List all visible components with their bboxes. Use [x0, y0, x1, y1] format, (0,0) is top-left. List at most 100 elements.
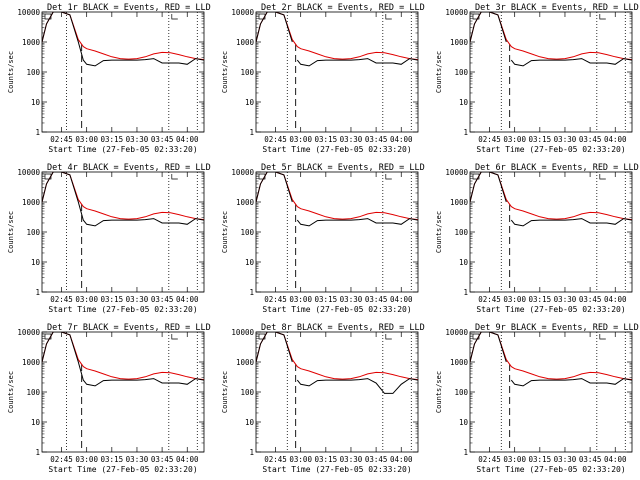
events-series-line	[42, 12, 204, 67]
x-tick-label: 02:45	[264, 135, 287, 144]
y-tick-label: 10	[459, 258, 469, 267]
x-tick-label: 03:15	[101, 135, 124, 144]
y-axis-label: Counts/sec	[221, 371, 229, 413]
attenuator-marker	[171, 334, 178, 340]
panel-det-3: Det 3r BLACK = Events, RED = LLD 1 10 100 10…	[435, 3, 639, 154]
y-tick-label: 1	[463, 288, 468, 297]
x-tick-label: 02:45	[478, 135, 501, 144]
y-tick-label: 1	[463, 128, 468, 137]
x-tick-label: 03:30	[340, 135, 363, 144]
attenuator-marker	[599, 174, 606, 180]
y-tick-label: 100	[240, 388, 254, 397]
y-tick-label: 10000	[445, 168, 468, 177]
y-tick-label: 10000	[17, 168, 40, 177]
x-tick-label: 02:45	[264, 455, 287, 464]
x-axis-label: Start Time (27-Feb-05 02:33:20)	[476, 145, 625, 154]
panel-det-5: Det 5r BLACK = Events, RED = LLD 1 10 100 10…	[221, 163, 425, 314]
x-axis-label: Start Time (27-Feb-05 02:33:20)	[262, 305, 411, 314]
x-tick-label: 03:15	[315, 135, 338, 144]
attenuator-marker	[385, 14, 392, 20]
x-tick-label: 02:45	[50, 455, 73, 464]
panel-title: Det 4r BLACK = Events, RED = LLD	[47, 163, 211, 173]
y-tick-label: 1	[35, 128, 40, 137]
panel-title: Det 9r BLACK = Events, RED = LLD	[475, 323, 639, 333]
y-tick-label: 10	[245, 258, 255, 267]
x-tick-label: 03:45	[579, 455, 602, 464]
y-tick-label: 10	[31, 258, 41, 267]
x-tick-label: 03:00	[75, 135, 98, 144]
x-tick-label: 02:45	[478, 455, 501, 464]
x-tick-label: 03:15	[101, 295, 124, 304]
y-axis-label: Counts/sec	[435, 51, 443, 93]
y-tick-label: 100	[240, 68, 254, 77]
attenuator-marker	[385, 174, 392, 180]
y-axis-label: Counts/sec	[221, 211, 229, 253]
x-tick-label: 03:00	[75, 295, 98, 304]
x-tick-label: 03:30	[554, 135, 577, 144]
x-tick-label: 03:45	[365, 295, 388, 304]
x-tick-label: 03:30	[554, 295, 577, 304]
panel-det-6: Det 6r BLACK = Events, RED = LLD 1 10 100 10…	[435, 163, 639, 314]
y-tick-label: 100	[26, 388, 40, 397]
y-tick-label: 1000	[22, 38, 41, 47]
lld-series-line	[42, 12, 204, 61]
y-tick-label: 10	[459, 418, 469, 427]
plot-frame	[469, 11, 633, 133]
y-tick-label: 10000	[231, 328, 254, 337]
y-tick-label: 1000	[236, 358, 255, 367]
plot-frame	[469, 171, 633, 293]
events-series-line	[256, 12, 418, 67]
x-tick-label: 03:30	[554, 455, 577, 464]
x-tick-label: 03:45	[579, 135, 602, 144]
panel-title: Det 7r BLACK = Events, RED = LLD	[47, 323, 211, 333]
y-tick-label: 10	[459, 98, 469, 107]
y-tick-label: 1	[249, 128, 254, 137]
x-tick-label: 04:00	[390, 135, 413, 144]
events-series-line	[470, 12, 632, 67]
x-tick-label: 03:00	[289, 455, 312, 464]
lld-series-line	[256, 332, 418, 381]
y-tick-label: 1000	[236, 198, 255, 207]
x-tick-label: 03:15	[101, 455, 124, 464]
x-axis-label: Start Time (27-Feb-05 02:33:20)	[262, 145, 411, 154]
x-tick-label: 04:00	[604, 295, 627, 304]
y-tick-label: 1	[463, 448, 468, 457]
y-tick-label: 100	[240, 228, 254, 237]
events-series-line	[470, 172, 632, 227]
y-tick-label: 1000	[450, 358, 469, 367]
y-axis-label: Counts/sec	[7, 211, 15, 253]
panel-title: Det 5r BLACK = Events, RED = LLD	[261, 163, 425, 173]
events-series-line	[256, 172, 418, 227]
x-tick-label: 04:00	[390, 455, 413, 464]
lld-series-line	[256, 172, 418, 221]
y-axis-label: Counts/sec	[7, 371, 15, 413]
y-tick-label: 10	[245, 98, 255, 107]
panel-title: Det 8r BLACK = Events, RED = LLD	[261, 323, 425, 333]
x-tick-label: 02:45	[50, 295, 73, 304]
x-tick-label: 03:45	[365, 135, 388, 144]
y-tick-label: 1000	[22, 198, 41, 207]
x-tick-label: 03:15	[529, 455, 552, 464]
x-axis-label: Start Time (27-Feb-05 02:33:20)	[48, 305, 197, 314]
panel-title: Det 6r BLACK = Events, RED = LLD	[475, 163, 639, 173]
panel-title: Det 3r BLACK = Events, RED = LLD	[475, 3, 639, 13]
x-tick-label: 04:00	[176, 135, 199, 144]
panel-det-1: Det 1r BLACK = Events, RED = LLD 1 10 100 10…	[7, 3, 211, 154]
x-tick-label: 03:00	[289, 295, 312, 304]
x-tick-label: 02:45	[478, 295, 501, 304]
panel-det-9: Det 9r BLACK = Events, RED = LLD 1 10 100 10…	[435, 323, 639, 474]
x-tick-label: 03:00	[289, 135, 312, 144]
events-series-line	[470, 332, 632, 387]
lld-series-line	[470, 12, 632, 61]
x-axis-label: Start Time (27-Feb-05 02:33:20)	[476, 465, 625, 474]
plot-frame	[255, 11, 419, 133]
y-tick-label: 10000	[17, 8, 40, 17]
x-tick-label: 03:30	[126, 135, 149, 144]
y-tick-label: 1	[249, 288, 254, 297]
y-tick-label: 1	[35, 448, 40, 457]
plot-frame	[469, 331, 633, 453]
y-tick-label: 100	[454, 228, 468, 237]
y-tick-label: 1	[35, 288, 40, 297]
x-tick-label: 03:00	[75, 455, 98, 464]
x-tick-label: 04:00	[604, 135, 627, 144]
